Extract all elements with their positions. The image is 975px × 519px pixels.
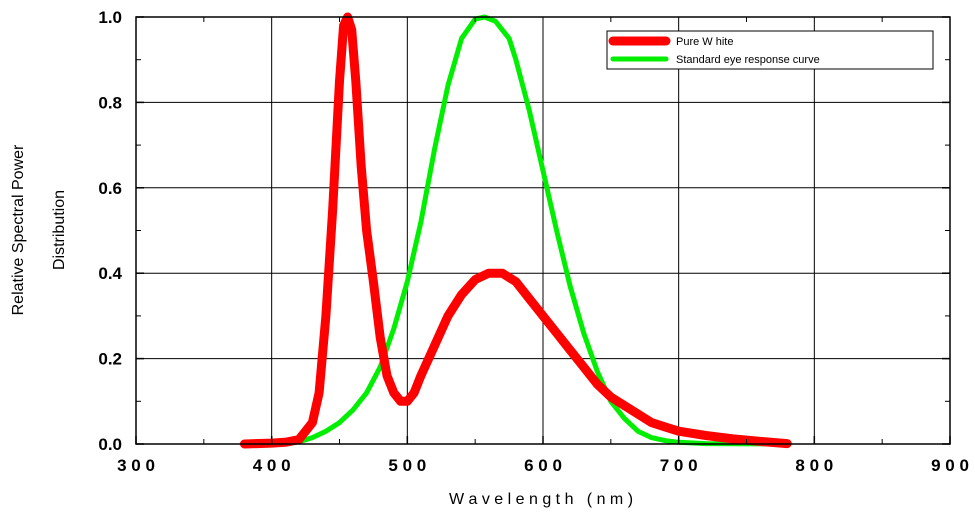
y-tick-label-0: 0.0 bbox=[98, 435, 122, 454]
x-tick-label-800: 8 0 0 bbox=[795, 456, 833, 475]
y-tick-label-4: 0.8 bbox=[98, 93, 122, 112]
legend-label-eye-response: Standard eye response curve bbox=[676, 54, 820, 66]
legend: Pure W hite Standard eye response curve bbox=[606, 30, 934, 70]
x-tick-label-900: 9 0 0 bbox=[931, 456, 969, 475]
x-tick-label-700: 7 0 0 bbox=[660, 456, 698, 475]
grid bbox=[136, 17, 950, 444]
tick-labels: 3 0 0 4 0 0 5 0 0 6 0 0 7 0 0 8 0 0 9 0 0 0.0 0.… bbox=[98, 8, 969, 475]
x-tick-label-400: 4 0 0 bbox=[253, 456, 291, 475]
x-axis-title: W a v e l e n g t h ( n m ) bbox=[449, 491, 633, 508]
y-axis-title-line1: Relative Spectral Power bbox=[10, 144, 27, 315]
legend-label-pure-white: Pure W hite bbox=[676, 36, 733, 48]
series-line-0 bbox=[240, 12, 792, 449]
y-tick-label-5: 1.0 bbox=[98, 8, 122, 27]
y-axis-title-line2: Distribution bbox=[51, 190, 68, 270]
x-tick-label-500: 5 0 0 bbox=[388, 456, 426, 475]
y-tick-label-1: 0.2 bbox=[98, 350, 122, 369]
y-tick-label-2: 0.4 bbox=[98, 264, 122, 283]
ticks bbox=[135, 16, 951, 445]
x-tick-label-300: 3 0 0 bbox=[117, 456, 155, 475]
x-tick-label-600: 6 0 0 bbox=[524, 456, 562, 475]
y-tick-label-3: 0.6 bbox=[98, 179, 122, 198]
